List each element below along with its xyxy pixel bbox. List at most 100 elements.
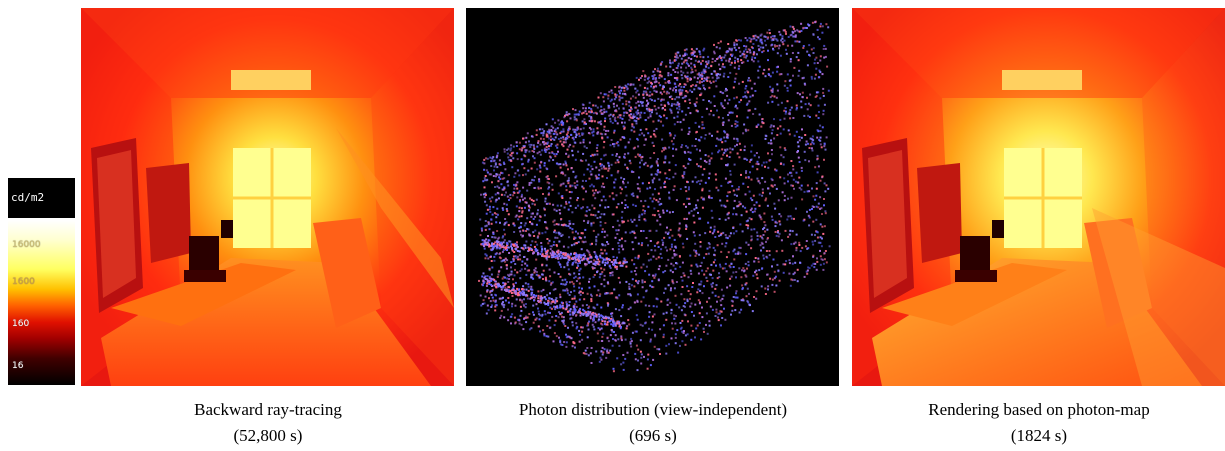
photon-point [733,46,736,49]
photon-point [701,81,703,83]
photon-point [753,37,756,40]
photon-point [705,78,708,81]
photon-point [481,229,483,232]
photon-point [587,132,590,134]
photon-point [629,342,632,345]
caption-photon-map-rendering: Rendering based on photon-map (1824 s) [844,397,1225,449]
photon-point [751,58,753,61]
photon-point [633,285,636,288]
photon-point [771,265,773,268]
photon-point [628,119,631,122]
photon-point [497,241,500,243]
photon-point [588,277,591,280]
photon-point [548,268,551,271]
photon-point [520,207,523,210]
photon-point [523,145,526,147]
photon-point [547,178,550,180]
photon-point [589,170,592,173]
photon-point [526,264,529,267]
photon-point [577,257,580,259]
photon-point [614,266,617,269]
photon-point [607,243,610,245]
photon-point [562,128,565,131]
photon-point [658,81,660,84]
photon-point [568,220,571,223]
photon-point [665,352,668,355]
photon-point [494,305,497,308]
photon-point [734,309,737,312]
photon-point [574,128,577,131]
photon-point [491,196,494,199]
photon-point [522,229,525,232]
photon-point [686,146,689,149]
photon-point [680,74,683,77]
photon-point [521,235,524,238]
photon-point [562,224,565,227]
photon-point [787,215,790,218]
photon-point [685,90,688,92]
photon-point [822,268,825,271]
photon-point [771,278,774,281]
photon-point [537,209,539,212]
photon-point [676,329,679,332]
photon-point [726,199,729,202]
photon-point [565,225,568,227]
photon-point [549,252,552,255]
photon-point [760,33,763,36]
photon-point [602,112,605,115]
photon-point [543,143,546,146]
photon-point [733,42,736,45]
photon-point [715,144,718,147]
photon-point [536,236,539,239]
photon-point [724,205,727,208]
photon-point [675,77,677,80]
photon-point [586,347,589,349]
photon-point [611,274,614,277]
photon-point [761,188,764,191]
photon-point [636,109,639,112]
photon-point [491,213,494,216]
photon-point [802,26,805,29]
photon-point [592,112,595,115]
photon-point [550,282,553,285]
photon-point [763,226,766,229]
photon-point [634,106,637,109]
photon-point [517,258,520,261]
photon-point [771,91,774,93]
photon-point [515,298,518,301]
photon-point [537,325,540,328]
photon-point [619,281,621,284]
photon-point [663,90,666,93]
photon-point [671,98,674,100]
photon-point [573,297,576,300]
photon-point [551,137,554,140]
photon-point [730,262,733,265]
photon-point [501,304,504,307]
photon-point [695,327,698,330]
photon-point [591,153,594,156]
photon-point [632,194,635,197]
photon-point [604,261,607,264]
photon-point [539,215,541,218]
photon-point [713,43,715,46]
photon-point [648,108,651,111]
photon-point [601,323,604,326]
photon-point [757,257,760,260]
photon-point [662,241,665,244]
photon-point [565,152,568,155]
photon-point [748,100,751,103]
photon-point [670,140,673,143]
photon-point [490,245,493,248]
photon-point [582,132,585,135]
photon-point [603,93,606,96]
photon-point [774,225,777,228]
photon-point [600,267,603,270]
photon-point [652,286,655,289]
photon-point [734,77,737,80]
photon-point [586,257,589,260]
photon-point [688,157,690,160]
photon-point [479,294,482,297]
photon-point [697,86,700,89]
photon-point [717,138,720,141]
photon-point [569,185,572,188]
